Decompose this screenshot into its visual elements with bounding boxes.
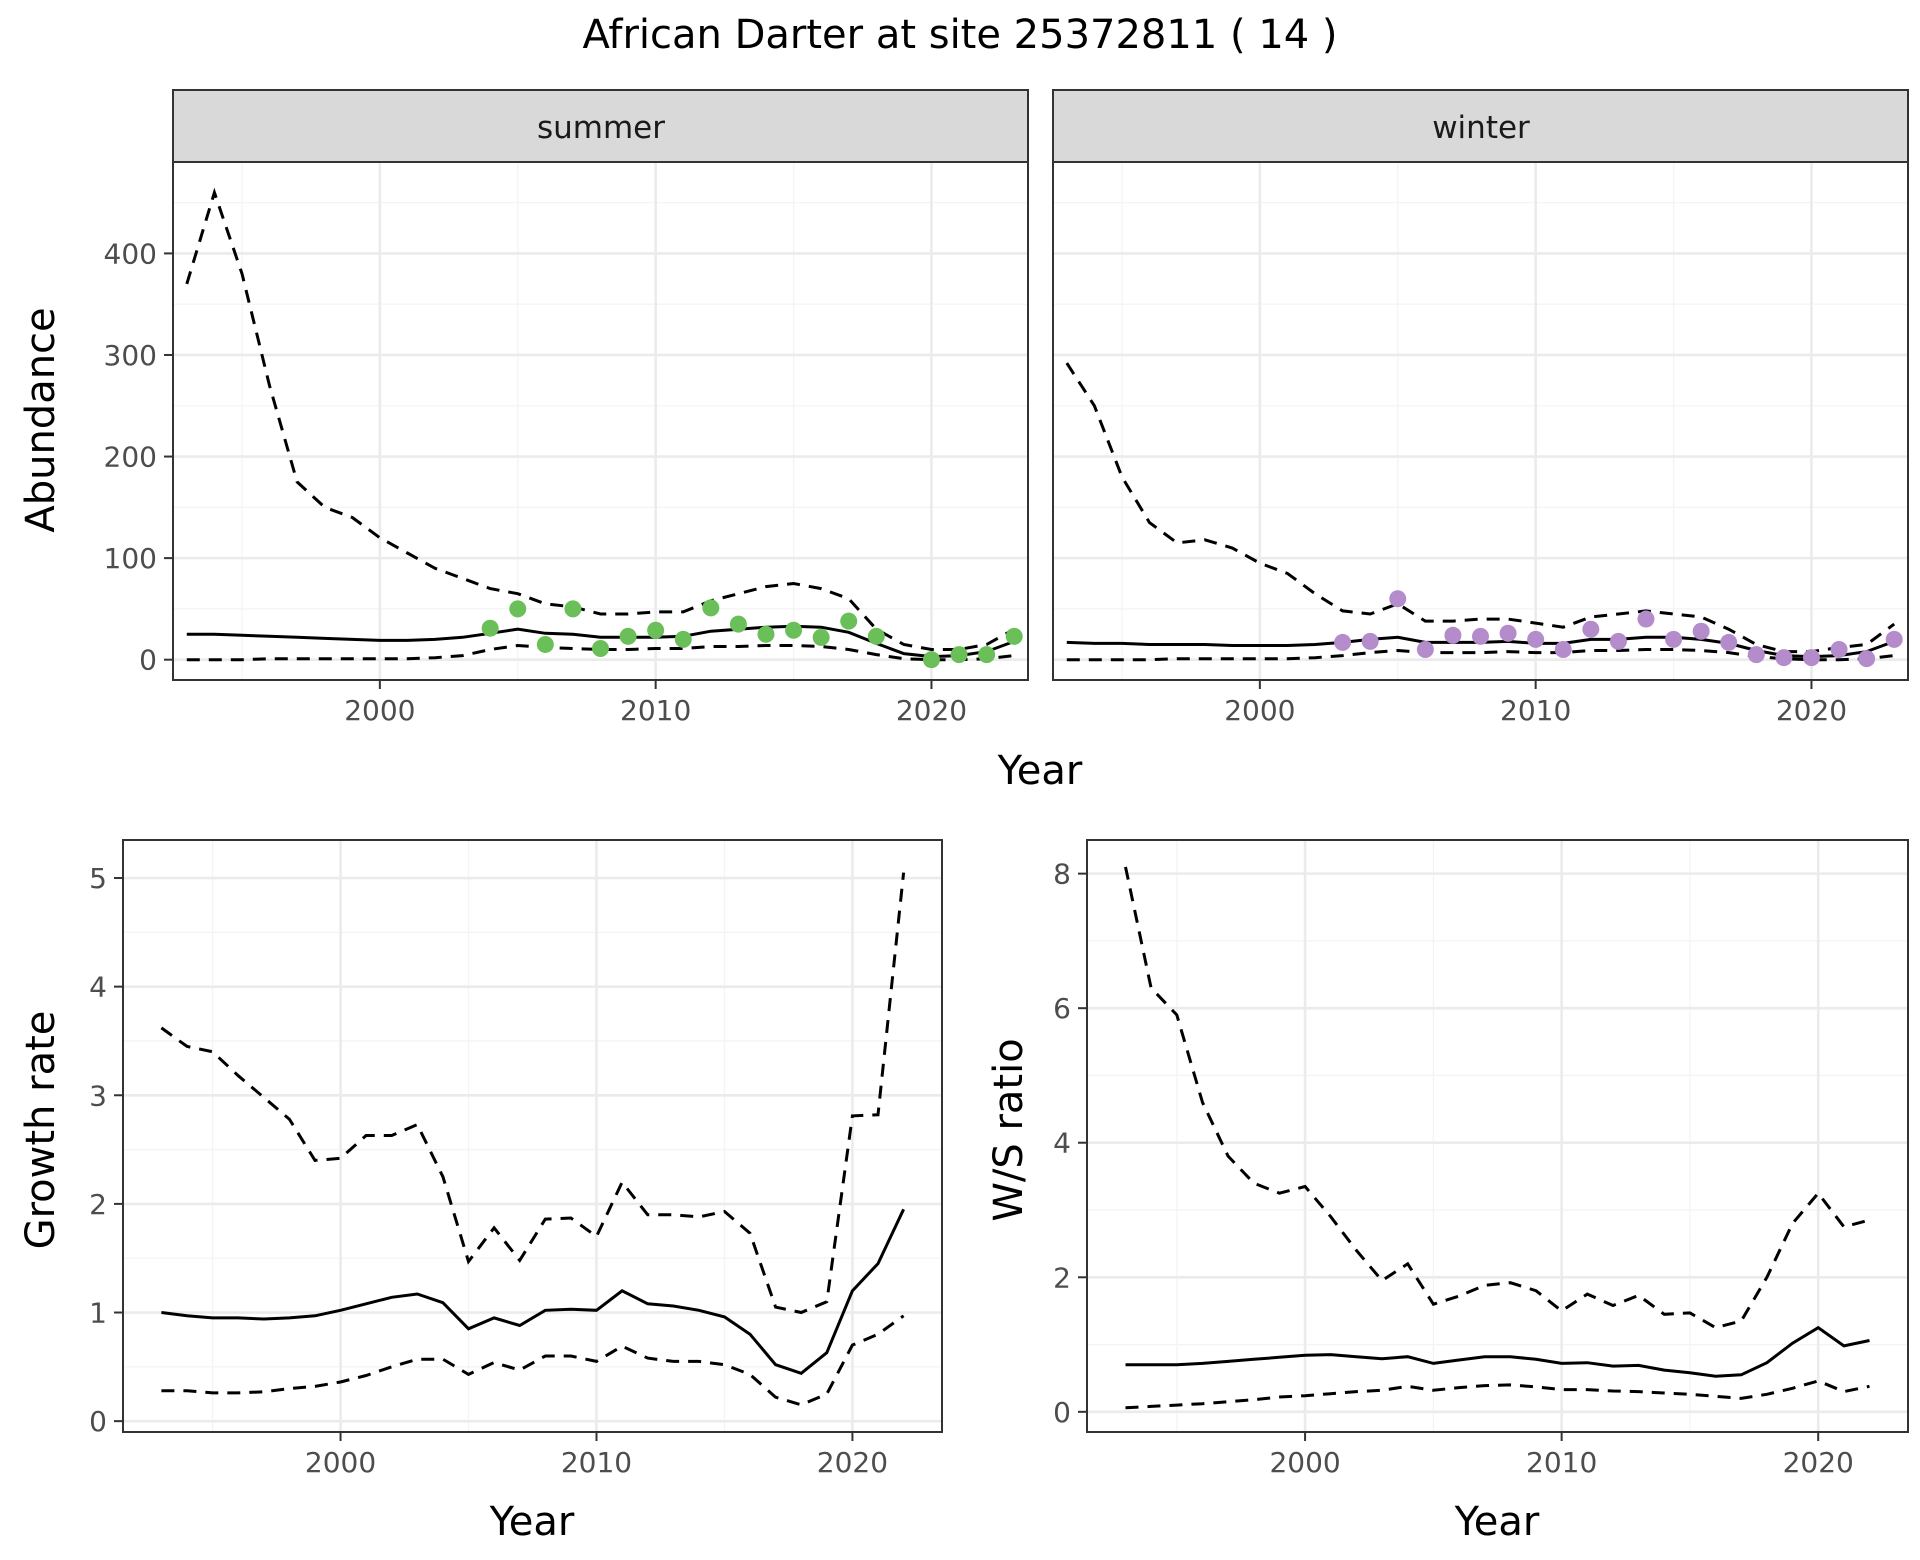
facet-label-winter: winter [1432, 110, 1530, 146]
chart-title: African Darter at site 25372811 ( 14 ) [582, 12, 1337, 58]
y-tick-label: 4 [1053, 1127, 1071, 1160]
data-point [564, 600, 582, 618]
x-tick-label: 2010 [1526, 1446, 1597, 1479]
data-point [1775, 649, 1793, 667]
growth-rate-panel: 2000 2010 2020 0 1 2 3 4 5 [89, 839, 943, 1479]
series-line-upper-bound [185, 187, 1015, 651]
data-point [840, 612, 858, 630]
x-tick-label: 2010 [620, 694, 691, 727]
data-point [867, 627, 885, 645]
data-point [785, 621, 803, 639]
data-point [950, 646, 968, 664]
x-tick-label: 2000 [1224, 694, 1295, 727]
data-point [592, 640, 609, 658]
x-tick-label: 2020 [817, 1446, 888, 1479]
data-point [922, 651, 940, 669]
data-point [1885, 630, 1903, 648]
y-tick-label: 3 [89, 1079, 107, 1112]
y-tick-label: 400 [104, 237, 157, 270]
y-tick-label: 6 [1053, 992, 1071, 1025]
series-line-upper-bound [1065, 362, 1896, 654]
data-point [1527, 630, 1545, 648]
facet-strip [172, 89, 1029, 163]
data-point [1858, 650, 1876, 668]
x-tick-label: 2020 [896, 694, 967, 727]
series-line-mean [1125, 1325, 1870, 1378]
data-point [1830, 641, 1848, 659]
data-point [1499, 624, 1517, 642]
y-tick-label: 200 [104, 441, 157, 474]
data-point [729, 615, 747, 633]
growth-rate-y-axis-title: Growth rate [18, 1011, 64, 1250]
data-point [1747, 646, 1765, 664]
data-point [509, 600, 527, 618]
series-line-mean [161, 1208, 905, 1375]
y-tick-label: 4 [89, 971, 107, 1004]
series-line-lower-bound [1125, 1379, 1870, 1410]
panel-border [122, 839, 943, 1433]
x-tick-label: 2020 [1783, 1446, 1854, 1479]
data-point [1637, 610, 1655, 628]
facet-strip [1052, 89, 1909, 163]
abundance-y-axis-title: Abundance [18, 307, 64, 532]
x-tick-label: 2000 [344, 694, 415, 727]
data-point [757, 625, 775, 643]
series-line-lower-bound [186, 643, 1015, 662]
series-line-lower-bound [161, 1314, 905, 1407]
facet-label-summer: summer [537, 110, 665, 146]
panel-border [1086, 839, 1909, 1433]
data-point [1665, 630, 1683, 648]
x-tick-label: 2010 [561, 1446, 632, 1479]
growth-rate-x-axis-title: Year [489, 1499, 575, 1545]
ws-ratio-x-axis-title: Year [1454, 1499, 1540, 1545]
data-point [1720, 633, 1738, 651]
data-point [619, 627, 637, 645]
ws-ratio-y-axis-title: W/S ratio [986, 1038, 1032, 1221]
data-point [978, 646, 996, 664]
panel-border [1052, 161, 1909, 681]
series-line-upper-bound [160, 872, 906, 1315]
y-tick-label: 1 [89, 1297, 107, 1330]
data-point [1389, 590, 1407, 608]
x-tick-label: 2000 [305, 1446, 376, 1479]
data-point [1361, 632, 1379, 650]
y-tick-label: 2 [89, 1188, 107, 1221]
data-point [812, 628, 830, 646]
data-point [1692, 622, 1710, 640]
data-point [481, 619, 499, 637]
data-point [1582, 620, 1600, 638]
x-tick-label: 2000 [1269, 1446, 1340, 1479]
series-line-upper-bound [1124, 866, 1870, 1330]
x-tick-label: 2010 [1500, 694, 1571, 727]
data-point [674, 630, 692, 648]
panel-border [172, 161, 1029, 681]
y-tick-label: 100 [104, 542, 157, 575]
series-line-lower-bound [1066, 648, 1895, 662]
data-point [1444, 626, 1462, 644]
y-tick-label: 5 [89, 862, 107, 895]
data-point [536, 635, 554, 653]
abundance-x-axis-title: Year [997, 748, 1083, 794]
y-tick-label: 8 [1053, 858, 1071, 891]
data-point [1334, 633, 1352, 651]
x-tick-label: 2020 [1776, 694, 1847, 727]
y-tick-label: 0 [1053, 1396, 1071, 1429]
ws-ratio-panel: 2000 2010 2020 0 2 4 6 8 [1053, 839, 1909, 1479]
y-tick-label: 0 [139, 644, 157, 677]
data-point [1609, 632, 1627, 650]
data-point [1005, 627, 1023, 645]
y-tick-label: 0 [89, 1405, 107, 1438]
abundance-winter-panel: 2000 2010 2020 [1052, 89, 1909, 727]
y-tick-label: 300 [104, 339, 157, 372]
data-point [702, 599, 720, 617]
data-point [1554, 641, 1572, 659]
data-point [647, 621, 665, 639]
abundance-summer-panel: 2000 2010 2020 0 100 200 300 400 [104, 89, 1029, 727]
y-tick-label: 2 [1053, 1261, 1071, 1294]
data-point [1472, 627, 1489, 645]
data-point [1416, 641, 1434, 659]
data-point [1802, 649, 1820, 667]
